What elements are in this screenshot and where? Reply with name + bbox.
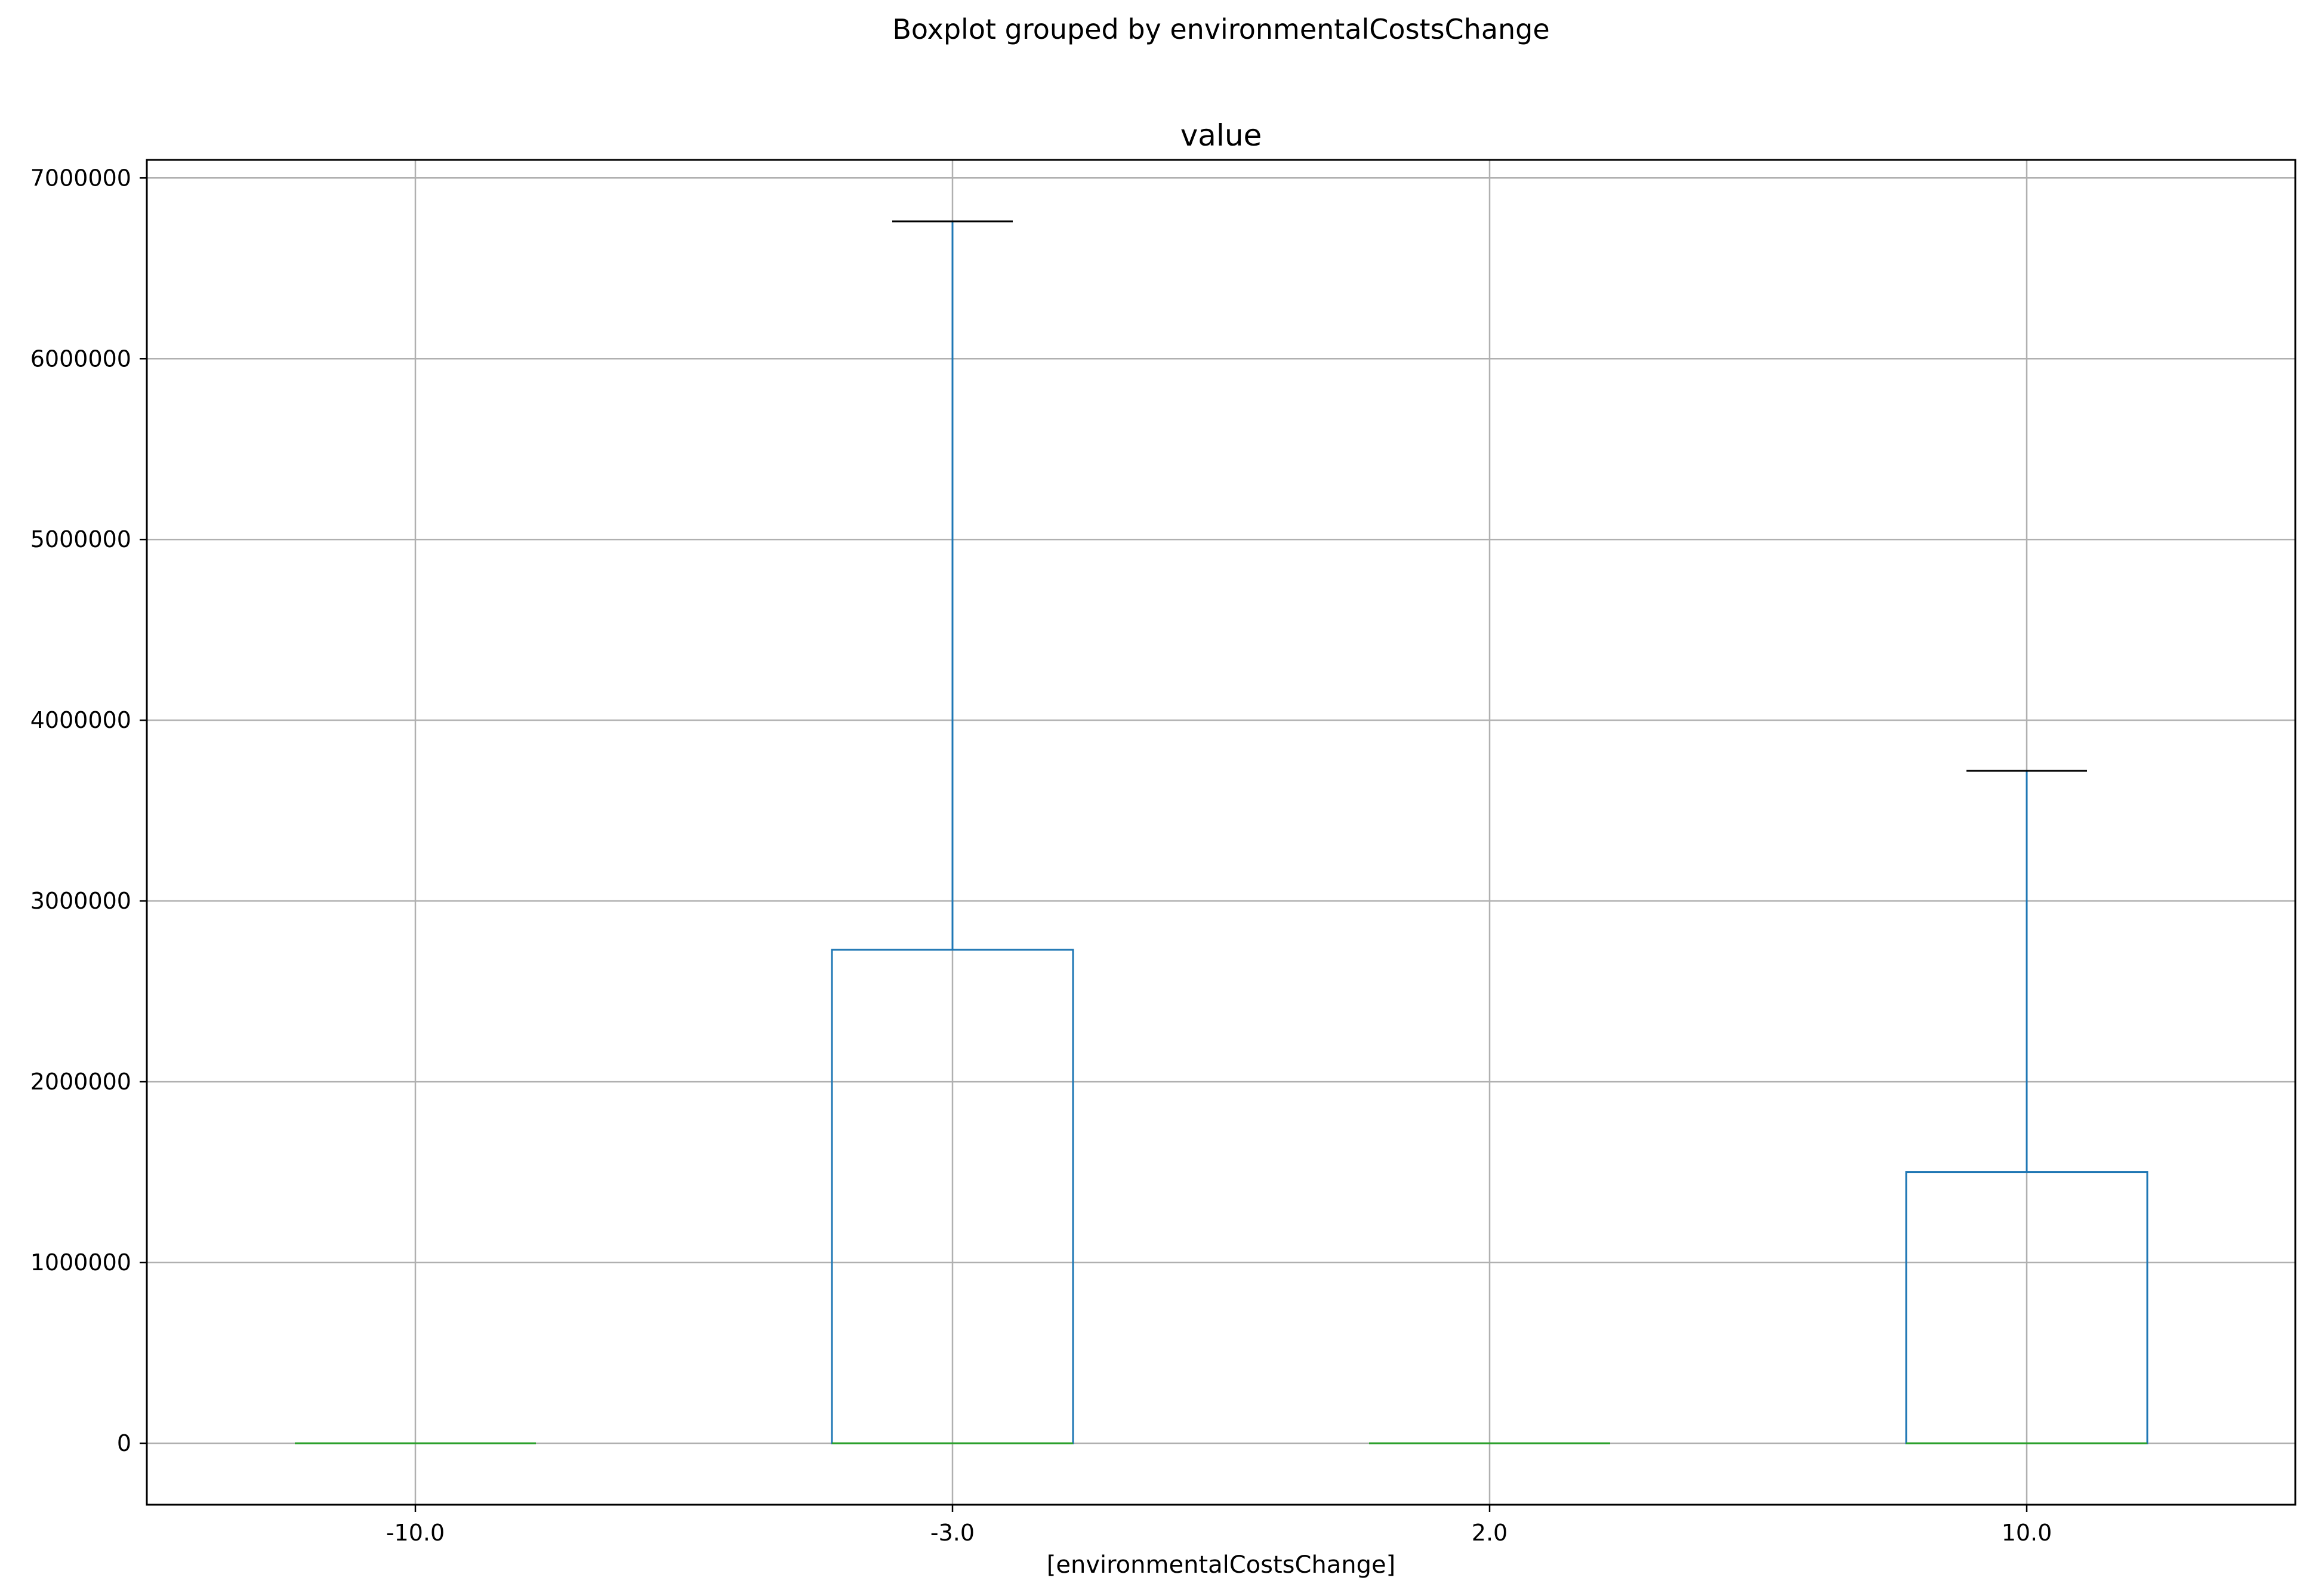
ticks: 0 1000000 2000000 3000000 4000000 5000000 6000… [30, 165, 2052, 1546]
axes-frame [146, 159, 2296, 1506]
y-tick-label: 3000000 [30, 888, 131, 914]
boxes [295, 220, 2148, 1444]
box-group [1905, 770, 2148, 1444]
y-tick-label: 0 [117, 1430, 131, 1456]
y-tick-label: 5000000 [30, 526, 131, 552]
x-tick-label: -3.0 [930, 1520, 975, 1546]
x-tick-label: 2.0 [1472, 1520, 1508, 1546]
chart-suptitle: Boxplot grouped by environmentalCostsCha… [892, 13, 1549, 45]
y-tick-label: 2000000 [30, 1069, 131, 1095]
box-group [831, 220, 1074, 1444]
y-tick-label: 7000000 [30, 165, 131, 191]
grid-lines [147, 160, 2295, 1505]
x-tick-label: 10.0 [2002, 1520, 2052, 1546]
axes-title: value [1180, 118, 1262, 153]
y-tick-label: 6000000 [30, 345, 131, 372]
x-axis-label: [environmentalCostsChange] [1047, 1551, 1396, 1579]
x-tick-label: -10.0 [386, 1520, 445, 1546]
y-tick-label: 1000000 [30, 1249, 131, 1276]
y-tick-label: 4000000 [30, 707, 131, 733]
